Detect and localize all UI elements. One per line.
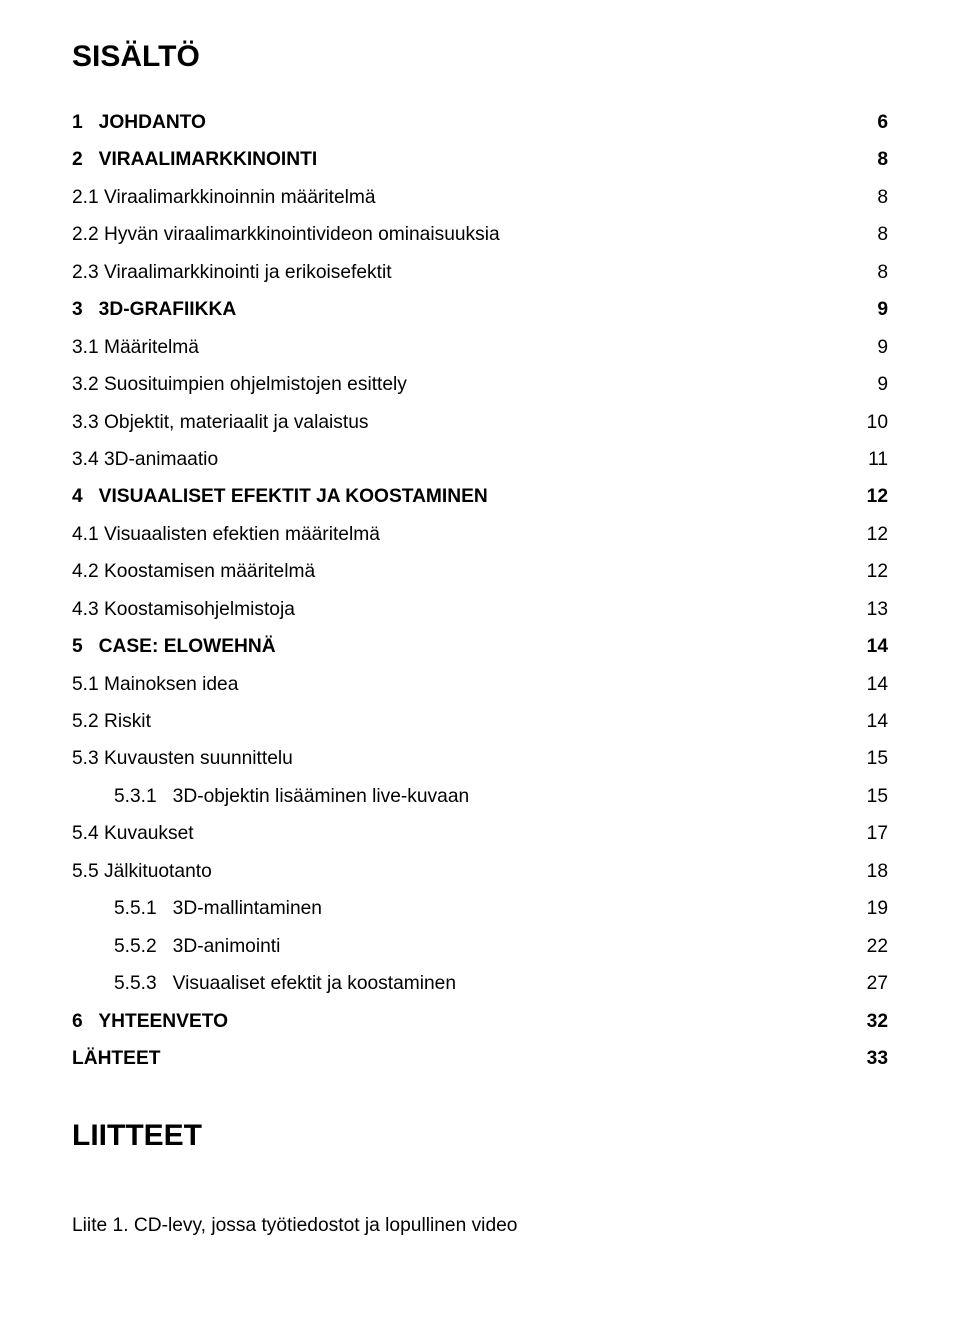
toc-label: 5.1 Mainoksen idea	[72, 666, 848, 703]
toc-label: 2.3 Viraalimarkkinointi ja erikoisefekti…	[72, 254, 848, 291]
toc-row: 5.5.3 Visuaaliset efektit ja koostaminen…	[72, 965, 888, 1002]
toc-label: 4.2 Koostamisen määritelmä	[72, 553, 848, 590]
toc-page-number: 14	[848, 666, 888, 703]
toc-page-number: 32	[848, 1003, 888, 1040]
toc-row: 4 VISUAALISET EFEKTIT JA KOOSTAMINEN12	[72, 478, 888, 515]
toc-label: 5.2 Riskit	[72, 703, 848, 740]
toc-page-number: 17	[848, 815, 888, 852]
toc-label: 4.1 Visuaalisten efektien määritelmä	[72, 516, 848, 553]
toc-label: 5.5 Jälkituotanto	[72, 853, 848, 890]
table-of-contents: 1 JOHDANTO62 VIRAALIMARKKINOINTI82.1 Vir…	[72, 104, 888, 1077]
document-page: SISÄLTÖ 1 JOHDANTO62 VIRAALIMARKKINOINTI…	[0, 0, 960, 1336]
appendix-heading: LIITTEET	[72, 1119, 888, 1153]
toc-page-number: 14	[848, 703, 888, 740]
appendix-item: Liite 1. CD-levy, jossa työtiedostot ja …	[72, 1215, 888, 1237]
toc-label: LÄHTEET	[72, 1040, 848, 1077]
toc-row: 5.5.2 3D-animointi22	[72, 928, 888, 965]
toc-label: 1 JOHDANTO	[72, 104, 848, 141]
toc-page-number: 11	[848, 441, 888, 478]
toc-row: 5.1 Mainoksen idea14	[72, 666, 888, 703]
toc-page-number: 8	[848, 254, 888, 291]
toc-label: 6 YHTEENVETO	[72, 1003, 848, 1040]
toc-label: 5.3.1 3D-objektin lisääminen live-kuvaan	[72, 778, 848, 815]
toc-label: 2 VIRAALIMARKKINOINTI	[72, 141, 848, 178]
toc-page-number: 9	[848, 366, 888, 403]
toc-row: 3.1 Määritelmä9	[72, 329, 888, 366]
toc-row: 5.3 Kuvausten suunnittelu15	[72, 740, 888, 777]
toc-row: LÄHTEET33	[72, 1040, 888, 1077]
page-title: SISÄLTÖ	[72, 40, 888, 74]
toc-row: 3.4 3D-animaatio11	[72, 441, 888, 478]
toc-row: 2.3 Viraalimarkkinointi ja erikoisefekti…	[72, 254, 888, 291]
toc-row: 5.5 Jälkituotanto18	[72, 853, 888, 890]
toc-page-number: 12	[848, 516, 888, 553]
toc-row: 3 3D-GRAFIIKKA9	[72, 291, 888, 328]
toc-page-number: 12	[848, 553, 888, 590]
toc-label: 5.3 Kuvausten suunnittelu	[72, 740, 848, 777]
toc-page-number: 27	[848, 965, 888, 1002]
toc-page-number: 13	[848, 591, 888, 628]
toc-label: 5 CASE: ELOWEHNÄ	[72, 628, 848, 665]
toc-label: 3 3D-GRAFIIKKA	[72, 291, 848, 328]
toc-page-number: 22	[848, 928, 888, 965]
toc-label: 5.5.1 3D-mallintaminen	[72, 890, 848, 927]
toc-row: 3.3 Objektit, materiaalit ja valaistus10	[72, 404, 888, 441]
toc-row: 4.2 Koostamisen määritelmä12	[72, 553, 888, 590]
toc-label: 2.2 Hyvän viraalimarkkinointivideon omin…	[72, 216, 848, 253]
toc-page-number: 8	[848, 141, 888, 178]
toc-label: 5.4 Kuvaukset	[72, 815, 848, 852]
toc-row: 6 YHTEENVETO32	[72, 1003, 888, 1040]
toc-page-number: 10	[848, 404, 888, 441]
toc-row: 2.2 Hyvän viraalimarkkinointivideon omin…	[72, 216, 888, 253]
toc-page-number: 9	[848, 329, 888, 366]
toc-row: 4.1 Visuaalisten efektien määritelmä12	[72, 516, 888, 553]
toc-label: 4 VISUAALISET EFEKTIT JA KOOSTAMINEN	[72, 478, 848, 515]
toc-label: 2.1 Viraalimarkkinoinnin määritelmä	[72, 179, 848, 216]
toc-label: 5.5.3 Visuaaliset efektit ja koostaminen	[72, 965, 848, 1002]
toc-page-number: 15	[848, 740, 888, 777]
toc-row: 5.4 Kuvaukset17	[72, 815, 888, 852]
toc-label: 3.1 Määritelmä	[72, 329, 848, 366]
toc-page-number: 6	[848, 104, 888, 141]
toc-row: 5.3.1 3D-objektin lisääminen live-kuvaan…	[72, 778, 888, 815]
toc-label: 3.2 Suosituimpien ohjelmistojen esittely	[72, 366, 848, 403]
toc-label: 4.3 Koostamisohjelmistoja	[72, 591, 848, 628]
toc-row: 5.2 Riskit14	[72, 703, 888, 740]
toc-page-number: 33	[848, 1040, 888, 1077]
toc-label: 3.4 3D-animaatio	[72, 441, 848, 478]
toc-page-number: 9	[848, 291, 888, 328]
toc-row: 4.3 Koostamisohjelmistoja13	[72, 591, 888, 628]
toc-row: 5.5.1 3D-mallintaminen19	[72, 890, 888, 927]
toc-page-number: 8	[848, 179, 888, 216]
toc-page-number: 15	[848, 778, 888, 815]
toc-label: 5.5.2 3D-animointi	[72, 928, 848, 965]
toc-row: 1 JOHDANTO6	[72, 104, 888, 141]
toc-page-number: 8	[848, 216, 888, 253]
toc-row: 2.1 Viraalimarkkinoinnin määritelmä8	[72, 179, 888, 216]
toc-row: 5 CASE: ELOWEHNÄ14	[72, 628, 888, 665]
toc-page-number: 12	[848, 478, 888, 515]
toc-row: 3.2 Suosituimpien ohjelmistojen esittely…	[72, 366, 888, 403]
toc-row: 2 VIRAALIMARKKINOINTI8	[72, 141, 888, 178]
toc-label: 3.3 Objektit, materiaalit ja valaistus	[72, 404, 848, 441]
toc-page-number: 19	[848, 890, 888, 927]
toc-page-number: 18	[848, 853, 888, 890]
toc-page-number: 14	[848, 628, 888, 665]
